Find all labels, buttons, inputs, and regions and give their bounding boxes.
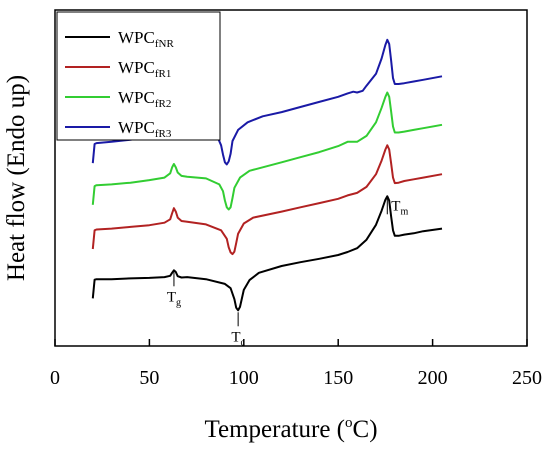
x-tick-label: 200	[418, 367, 448, 389]
legend: WPCfNR WPCfR1 WPCfR2 WPCfR3	[56, 11, 221, 141]
legend-box	[56, 11, 221, 141]
legend-label-fr3: WPCfR3	[118, 118, 172, 140]
series-line-fr1	[91, 144, 443, 256]
series-line-fr2	[91, 91, 443, 211]
series-line-fnr	[91, 195, 443, 312]
annotation-tg: Tg	[167, 289, 181, 308]
x-axis-ticks: 0 50 100 150 200 250	[50, 339, 542, 389]
legend-label-fr1: WPCfR1	[118, 58, 171, 80]
y-axis-label: Heat flow (Endo up)	[3, 75, 30, 281]
annotations: Tg Tc Tm	[167, 196, 408, 348]
legend-label-fnr: WPCfNR	[118, 28, 174, 50]
annotation-tm: Tm	[391, 198, 408, 217]
x-tick-label: 0	[50, 367, 60, 389]
x-tick-label: 250	[512, 367, 542, 389]
x-tick-label: 150	[323, 367, 353, 389]
legend-label-fr2: WPCfR2	[118, 88, 171, 110]
x-tick-label: 100	[229, 367, 259, 389]
x-tick-label: 50	[139, 367, 159, 389]
annotation-tc: Tc	[231, 329, 245, 348]
plot-frame	[54, 9, 528, 347]
x-axis-label: Temperature (oC)	[204, 415, 377, 443]
